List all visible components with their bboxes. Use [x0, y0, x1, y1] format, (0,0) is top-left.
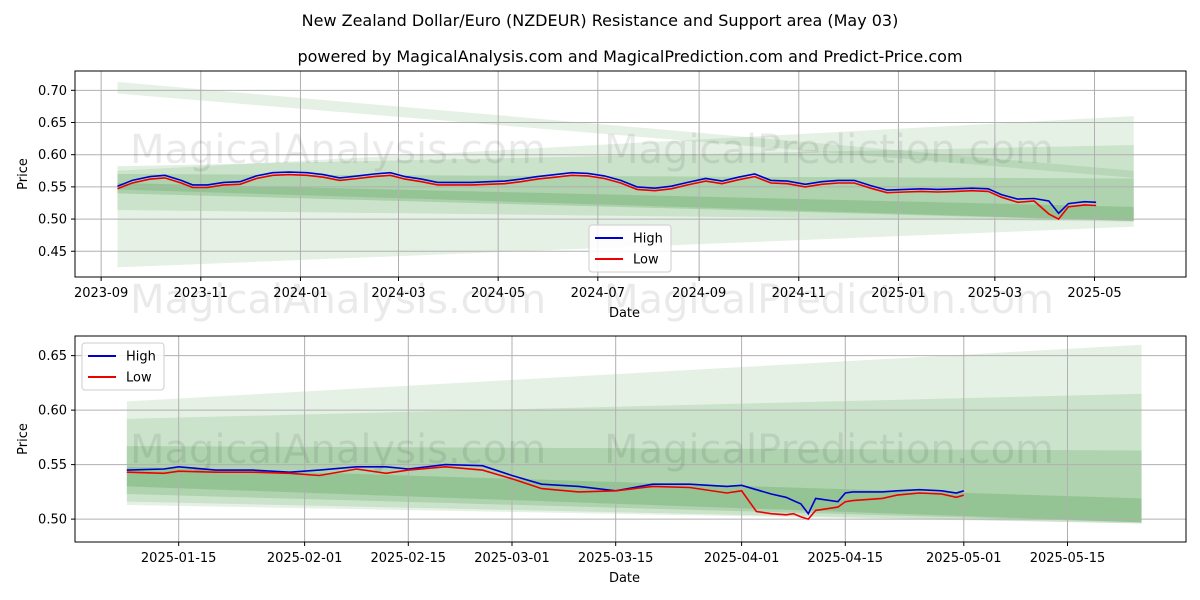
x-tick-label: 2023-11: [174, 286, 228, 301]
y-tick-label: 0.55: [38, 458, 67, 473]
band-3: [126, 466, 1142, 523]
x-tick-label: 2025-05-01: [926, 551, 1002, 566]
x-tick-label: 2025-01-15: [141, 551, 217, 566]
y-axis-label: Price: [16, 158, 31, 190]
legend-label-low: Low: [633, 253, 659, 268]
y-tick-label: 0.65: [38, 116, 67, 131]
y-tick-label: 0.45: [38, 245, 67, 260]
x-tick-label: 2024-05: [471, 286, 525, 301]
watermark-text: MagicalAnalysis.com: [130, 127, 546, 173]
top-panel: 2023-09 2023-11 2024-01 2024-03 2024-05 2024-…: [16, 70, 1187, 323]
legend: High Low: [81, 342, 165, 391]
x-tick-label: 2025-02-01: [267, 551, 343, 566]
watermark-text: MagicalPrediction.com: [604, 127, 1054, 173]
y-tick-label: 0.60: [38, 148, 67, 163]
band-2: [117, 145, 1134, 222]
x-tick-label: 2023-09: [74, 286, 128, 301]
x-tick-label: 2025-05-15: [1030, 551, 1106, 566]
x-axis-label: Date: [609, 306, 640, 321]
plot-frame: [74, 70, 1187, 278]
x-tick-label: 2025-02-15: [371, 551, 447, 566]
legend-box: [81, 342, 165, 391]
series-line-low: [117, 173, 1097, 221]
series-line-high: [117, 171, 1097, 215]
x-tick-label: 2024-11: [772, 286, 826, 301]
band-0: [117, 81, 1134, 178]
figure-subtitle: powered by MagicalAnalysis.com and Magic…: [297, 47, 962, 66]
x-tick-label: 2024-09: [672, 286, 726, 301]
legend-box: [588, 224, 672, 273]
x-tick-label: 2025-04-15: [808, 551, 884, 566]
band-4: [117, 183, 1134, 221]
y-tick-label: 0.50: [38, 513, 67, 528]
plot-frame: [74, 335, 1187, 543]
figure-title: New Zealand Dollar/Euro (NZDEUR) Resista…: [302, 11, 899, 30]
watermark-text: MagicalPrediction.com: [604, 277, 1054, 323]
y-tick-label: 0.70: [38, 84, 67, 99]
series-line-low: [126, 465, 965, 521]
legend-label-high: High: [126, 350, 156, 365]
x-tick-label: 2025-03: [968, 286, 1022, 301]
watermark-text: MagicalAnalysis.com: [130, 277, 546, 323]
band-1: [117, 116, 1134, 268]
x-tick-label: 2024-07: [571, 286, 625, 301]
x-tick-label: 2025-03-15: [578, 551, 654, 566]
x-tick-label: 2025-04-01: [704, 551, 780, 566]
y-tick-label: 0.60: [38, 404, 67, 419]
y-axis-label: Price: [16, 423, 31, 455]
x-tick-label: 2024-01: [273, 286, 327, 301]
watermark-text: MagicalPrediction.com: [604, 427, 1054, 473]
y-tick-label: 0.65: [38, 349, 67, 364]
x-axis-label: Date: [609, 571, 640, 586]
legend-label-low: Low: [126, 371, 152, 386]
legend-label-high: High: [633, 232, 663, 247]
y-tick-label: 0.50: [38, 213, 67, 228]
x-tick-label: 2025-03-01: [474, 551, 550, 566]
bottom-panel: 2025-01-15 2025-02-01 2025-02-15 2025-03-01…: [16, 335, 1187, 586]
series-line-high: [126, 463, 965, 516]
band-0: [126, 344, 1142, 524]
x-tick-label: 2025-01: [871, 286, 925, 301]
x-tick-label: 2024-03: [371, 286, 425, 301]
band-3: [117, 174, 1134, 221]
x-tick-label: 2025-05: [1067, 286, 1121, 301]
legend: High Low: [588, 224, 672, 273]
band-2: [126, 446, 1142, 523]
y-tick-label: 0.55: [38, 180, 67, 195]
